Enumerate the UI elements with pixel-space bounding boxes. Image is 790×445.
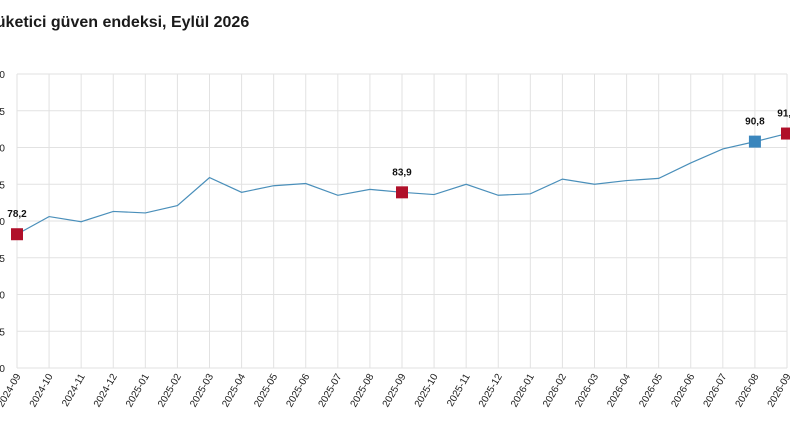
marker-2024-09 <box>11 228 23 241</box>
data-label-2024-09: 78,2 <box>7 209 27 220</box>
x-tick-label-2025-03: 2025-03 <box>188 372 216 410</box>
data-label-2026-08: 90,8 <box>745 117 765 128</box>
y-axis-ticks: 60 65 70 75 80 85 90 95 100 <box>0 70 5 375</box>
x-tick-label-2024-10: 2024-10 <box>28 372 56 410</box>
x-tick-label-2026-05: 2026-05 <box>637 372 665 410</box>
y-tick-label-95: 95 <box>0 107 5 118</box>
x-tick-label-2026-02: 2026-02 <box>541 372 569 410</box>
x-axis-ticks: 2024-09 2024-10 2024-11 2024-12 2025-01 2025-… <box>0 372 790 410</box>
x-tick-label-2025-08: 2025-08 <box>349 372 377 410</box>
data-label-2026-09: 91,9 <box>777 109 790 120</box>
y-tick-label-100: 100 <box>0 70 5 81</box>
x-tick-label-2026-08: 2026-08 <box>734 372 762 410</box>
y-tick-label-65: 65 <box>0 327 5 338</box>
y-tick-label-70: 70 <box>0 291 5 302</box>
x-tick-label-2025-06: 2025-06 <box>284 372 312 410</box>
y-tick-label-90: 90 <box>0 144 5 155</box>
x-tick-label-2026-09: 2026-09 <box>766 372 790 410</box>
x-tick-label-2024-12: 2024-12 <box>92 372 120 410</box>
x-tick-label-2025-05: 2025-05 <box>252 372 280 410</box>
x-tick-label-2026-03: 2026-03 <box>573 372 601 410</box>
x-tick-label-2024-09: 2024-09 <box>0 372 24 410</box>
x-tick-label-2026-07: 2026-07 <box>702 372 730 410</box>
y-tick-label-60: 60 <box>0 364 5 375</box>
x-tick-label-2025-09: 2025-09 <box>381 372 409 410</box>
x-tick-label-2025-01: 2025-01 <box>124 372 152 410</box>
x-tick-label-2026-06: 2026-06 <box>669 372 697 410</box>
y-tick-label-75: 75 <box>0 254 5 265</box>
x-tick-label-2025-10: 2025-10 <box>413 372 441 410</box>
x-tick-label-2025-12: 2025-12 <box>477 372 505 410</box>
y-tick-label-80: 80 <box>0 217 5 228</box>
marker-2025-09 <box>396 186 408 199</box>
highlight-markers <box>11 127 790 241</box>
x-tick-label-2025-07: 2025-07 <box>317 372 345 410</box>
x-tick-label-2026-01: 2026-01 <box>509 372 537 410</box>
x-tick-label-2025-02: 2025-02 <box>156 372 184 410</box>
x-tick-label-2026-04: 2026-04 <box>605 372 633 410</box>
chart-title: Tüketici güven endeksi, Eylül 2026 <box>0 14 250 31</box>
grid-lines <box>16 73 788 369</box>
marker-2026-08 <box>748 135 761 148</box>
x-tick-label-2025-04: 2025-04 <box>220 372 248 410</box>
data-labels: 78,2 83,9 90,8 91,9 <box>7 109 790 221</box>
x-tick-label-2024-11: 2024-11 <box>60 372 88 409</box>
marker-2026-09 <box>781 127 790 140</box>
x-tick-label-2025-11: 2025-11 <box>445 372 473 409</box>
y-tick-label-85: 85 <box>0 180 5 191</box>
data-label-2025-09: 83,9 <box>392 167 412 178</box>
